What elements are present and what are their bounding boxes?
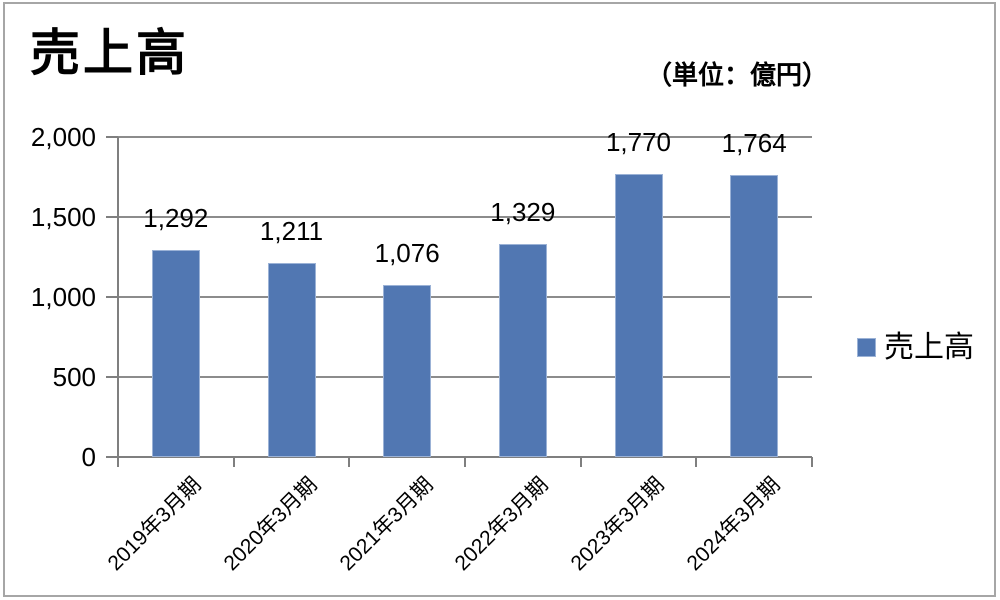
bar-data-label: 1,211: [259, 216, 324, 247]
bar: [267, 263, 316, 457]
x-axis-tick: [464, 457, 466, 467]
x-axis-tick: [695, 457, 698, 467]
bar-data-label: 1,770: [605, 126, 672, 157]
bar: [151, 250, 200, 457]
y-axis-tick: [106, 136, 118, 138]
y-axis-label: 0: [81, 442, 96, 472]
legend-swatch-icon: [857, 338, 876, 357]
gridline: [118, 136, 812, 138]
y-axis-tick: [106, 376, 118, 378]
y-axis-tick: [106, 216, 118, 218]
x-axis-tick: [811, 457, 813, 467]
bar-data-label: 1,764: [721, 127, 787, 158]
y-axis-label: 500: [52, 362, 96, 392]
bar: [383, 284, 432, 457]
x-axis-label: 2024年3月期: [682, 473, 785, 576]
y-axis-tick: [106, 296, 118, 298]
x-axis-tick: [117, 457, 119, 467]
x-axis-tick: [579, 457, 582, 467]
gridline: [118, 376, 812, 378]
chart-title: 売上高: [30, 25, 189, 81]
unit-label: （単位：億円）: [646, 60, 829, 90]
gridline: [118, 216, 812, 218]
y-axis-label: 1,500: [30, 202, 96, 232]
bar: [730, 174, 779, 457]
x-axis-tick: [232, 457, 235, 467]
bar: [614, 173, 663, 457]
legend-series-label: 売上高: [884, 331, 974, 364]
x-axis-label: 2022年3月期: [450, 473, 554, 576]
x-axis-tick: [348, 457, 351, 467]
bar: [498, 244, 547, 457]
x-axis-label: 2023年3月期: [566, 473, 669, 576]
y-axis-label: 2,000: [30, 122, 96, 152]
x-axis-line: [106, 456, 812, 458]
legend: 売上高: [857, 331, 974, 364]
gridline: [118, 296, 812, 298]
bar-data-label: 1,076: [374, 237, 440, 268]
bar-data-label: 1,329: [490, 197, 556, 228]
x-axis-label: 2019年3月期: [103, 473, 207, 576]
x-axis-label: 2020年3月期: [219, 473, 322, 576]
y-axis-label: 1,000: [30, 282, 96, 312]
y-axis-line: [117, 137, 119, 459]
bar-data-label: 1,292: [143, 203, 209, 234]
x-axis-label: 2021年3月期: [335, 473, 438, 576]
